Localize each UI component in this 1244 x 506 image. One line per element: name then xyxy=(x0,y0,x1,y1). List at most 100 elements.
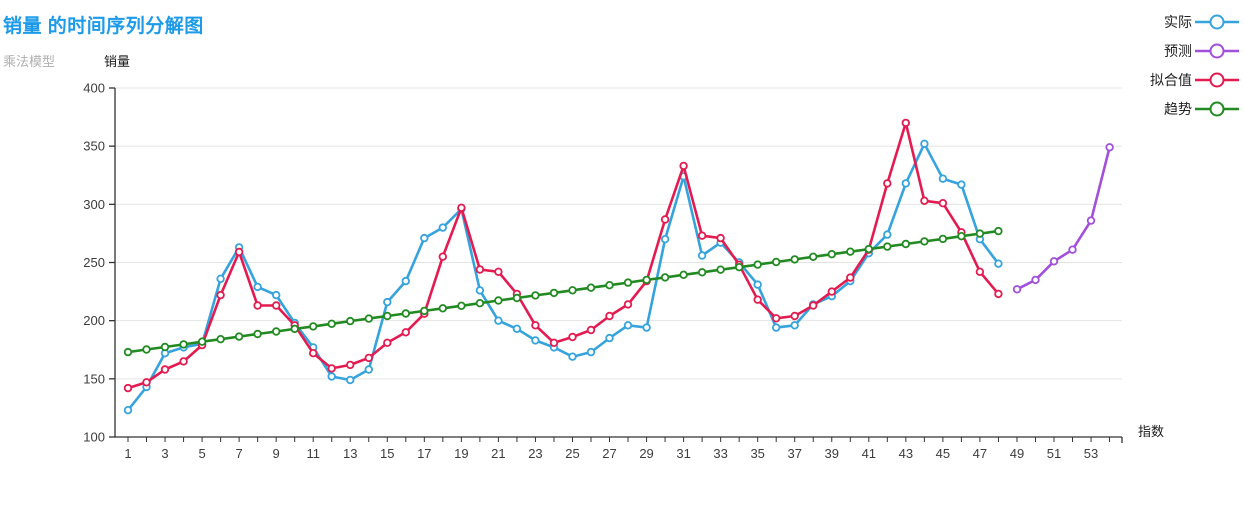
data-point-marker xyxy=(272,290,281,300)
data-point-marker xyxy=(586,347,596,357)
data-point-marker xyxy=(697,231,707,240)
data-point-marker xyxy=(216,290,225,300)
svg-text:41: 41 xyxy=(862,446,876,461)
data-point-marker xyxy=(772,314,781,323)
svg-text:350: 350 xyxy=(83,139,105,154)
legend-item-fitted[interactable]: 拟合值 xyxy=(1150,68,1240,92)
svg-text:5: 5 xyxy=(198,446,205,461)
x-tick-labels: 1 3 5 7 9 11 13 15 17 19 21 23 25 27 29 31 33 35 37 39 41 43 4… xyxy=(124,437,1111,461)
svg-text:7: 7 xyxy=(236,446,243,461)
data-point-marker xyxy=(920,139,929,148)
data-point-marker xyxy=(827,287,836,296)
data-point-marker xyxy=(957,231,966,241)
legend: 实际预测拟合值趋势 xyxy=(1150,10,1240,121)
data-point-marker xyxy=(549,288,559,298)
data-point-marker xyxy=(994,259,1003,268)
series-forecast xyxy=(1012,143,1114,294)
legend-item-trend[interactable]: 趋势 xyxy=(1164,97,1240,121)
data-point-marker xyxy=(846,247,855,256)
data-point-marker xyxy=(1105,143,1114,152)
data-point-marker xyxy=(383,297,392,307)
legend-label: 趋势 xyxy=(1164,101,1192,117)
data-point-marker xyxy=(253,301,262,310)
svg-text:200: 200 xyxy=(83,313,105,328)
data-point-marker xyxy=(735,263,744,272)
data-point-marker xyxy=(327,364,336,373)
data-point-marker xyxy=(772,257,781,267)
data-point-marker xyxy=(809,301,818,310)
legend-label: 拟合值 xyxy=(1150,72,1192,88)
legend-line-marker-icon xyxy=(1195,72,1239,88)
data-point-marker xyxy=(679,270,688,279)
svg-text:1: 1 xyxy=(124,446,131,461)
data-point-marker xyxy=(994,289,1003,299)
svg-text:33: 33 xyxy=(713,446,727,461)
data-point-marker xyxy=(438,252,447,261)
svg-text:27: 27 xyxy=(602,446,616,461)
svg-text:19: 19 xyxy=(454,446,468,461)
data-point-marker xyxy=(457,301,466,310)
legend-label: 预测 xyxy=(1164,43,1192,59)
data-point-marker xyxy=(549,338,559,347)
data-point-marker xyxy=(1049,257,1059,266)
svg-text:23: 23 xyxy=(528,446,542,461)
data-point-marker xyxy=(938,234,948,244)
svg-text:45: 45 xyxy=(936,446,950,461)
data-point-marker xyxy=(920,237,929,246)
svg-text:9: 9 xyxy=(273,446,280,461)
data-point-marker xyxy=(753,280,762,289)
data-point-marker xyxy=(846,273,855,282)
data-point-marker xyxy=(123,347,133,357)
data-point-marker xyxy=(772,323,781,332)
svg-text:53: 53 xyxy=(1084,446,1098,461)
model-type-label: 乘法模型 xyxy=(3,54,56,69)
data-point-marker xyxy=(586,325,596,335)
svg-text:35: 35 xyxy=(750,446,764,461)
legend-item-forecast[interactable]: 预测 xyxy=(1164,39,1240,63)
data-point-marker xyxy=(216,335,225,344)
data-point-marker xyxy=(938,174,948,183)
legend-line-marker-icon xyxy=(1195,101,1239,117)
data-point-marker xyxy=(753,260,762,269)
data-point-marker xyxy=(494,316,503,325)
data-point-marker xyxy=(179,340,188,349)
data-point-marker xyxy=(420,306,429,316)
data-point-marker xyxy=(364,365,373,374)
data-point-marker xyxy=(438,223,447,232)
data-point-marker xyxy=(623,278,633,287)
svg-text:11: 11 xyxy=(306,446,320,461)
data-point-marker xyxy=(1012,285,1022,294)
svg-text:43: 43 xyxy=(899,446,913,461)
data-point-marker xyxy=(253,282,262,292)
data-point-marker xyxy=(123,383,133,393)
data-point-marker xyxy=(309,322,318,331)
svg-text:17: 17 xyxy=(417,446,431,461)
data-point-marker xyxy=(512,324,522,333)
data-point-marker xyxy=(716,233,725,243)
data-point-marker xyxy=(438,304,447,313)
data-point-marker xyxy=(383,338,392,347)
data-point-marker xyxy=(883,179,892,188)
svg-text:49: 49 xyxy=(1010,446,1024,461)
data-point-marker xyxy=(920,196,929,205)
data-point-marker xyxy=(660,215,670,224)
data-point-marker xyxy=(864,244,873,254)
svg-text:15: 15 xyxy=(380,446,394,461)
svg-text:31: 31 xyxy=(676,446,690,461)
data-point-marker xyxy=(142,345,151,354)
data-point-marker xyxy=(253,329,262,339)
data-point-marker xyxy=(457,203,466,212)
data-point-marker xyxy=(160,342,170,352)
series-actual xyxy=(123,139,1003,415)
data-point-marker xyxy=(568,286,577,295)
data-point-marker xyxy=(123,406,133,415)
data-point-marker xyxy=(401,328,410,337)
legend-item-actual[interactable]: 实际 xyxy=(1164,10,1240,34)
y-axis-title: 销量 xyxy=(104,54,131,69)
data-point-marker xyxy=(290,324,299,334)
svg-text:37: 37 xyxy=(787,446,801,461)
data-point-marker xyxy=(346,375,355,385)
data-point-marker xyxy=(272,301,281,310)
data-point-marker xyxy=(142,378,151,387)
